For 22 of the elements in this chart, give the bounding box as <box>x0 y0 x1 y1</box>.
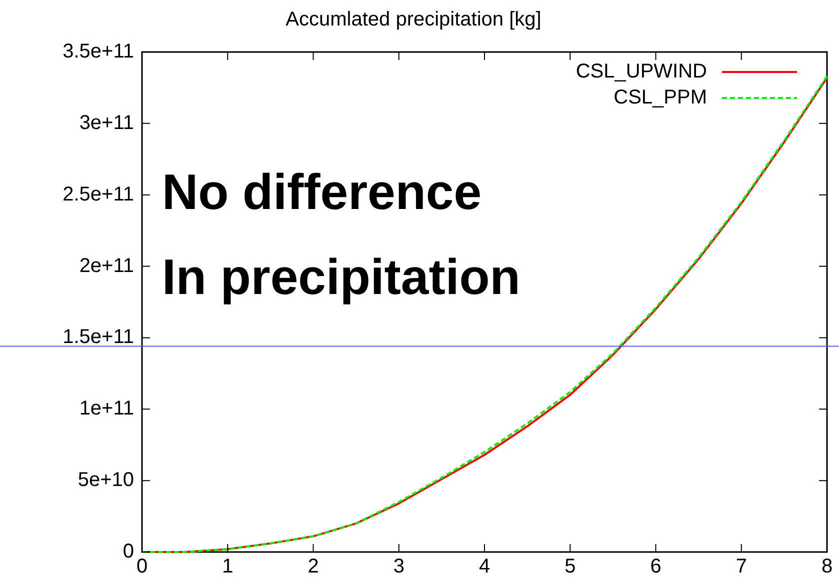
y-tick-label: 0 <box>122 540 134 563</box>
annotation: No difference <box>162 164 482 220</box>
x-tick-label: 7 <box>736 556 747 578</box>
x-tick-label: 4 <box>478 556 490 578</box>
y-tick-label: 2e+11 <box>79 254 134 277</box>
legend-label: CSL_PPM <box>614 86 707 109</box>
y-tick-label: 1.5e+11 <box>62 326 134 348</box>
y-tick-label: 3.5e+11 <box>62 40 134 63</box>
x-tick-label: 5 <box>564 556 576 578</box>
x-tick-label: 8 <box>821 556 833 578</box>
x-tick-label: 0 <box>136 556 148 578</box>
y-tick-label: 1e+11 <box>79 398 134 420</box>
y-tick-label: 5e+10 <box>78 469 134 492</box>
y-tick-label: 3e+11 <box>79 112 134 134</box>
x-tick-label: 3 <box>393 556 404 578</box>
x-tick-label: 6 <box>650 556 662 578</box>
annotation: In precipitation <box>162 249 520 305</box>
legend-label: CSL_UPWIND <box>576 60 707 83</box>
chart-title: Accumlated precipitation [kg] <box>286 8 542 31</box>
x-tick-label: 1 <box>222 556 234 578</box>
y-tick-label: 2.5e+11 <box>62 183 134 206</box>
x-tick-label: 2 <box>308 556 319 578</box>
